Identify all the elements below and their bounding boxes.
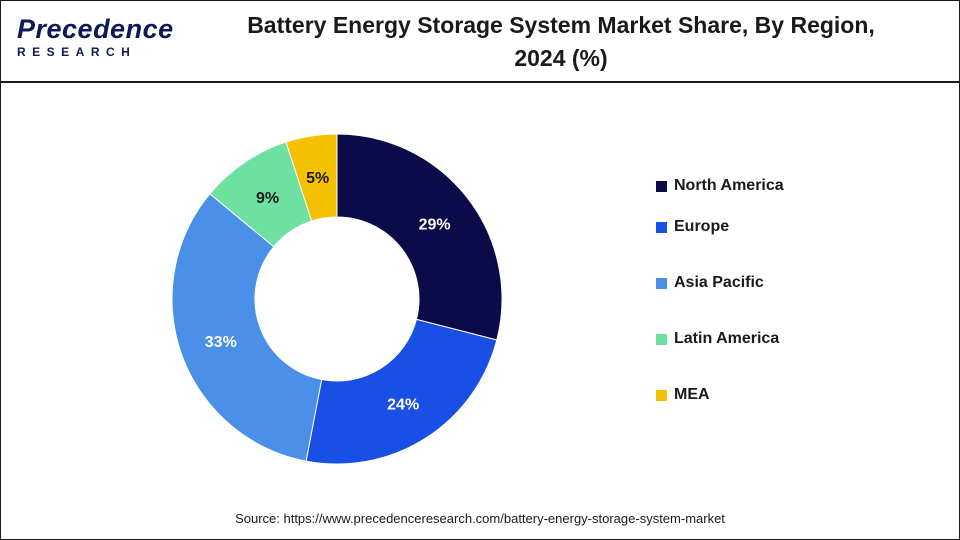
legend-item-north-america: North America [656,173,784,199]
legend-item-asia-pacific: Asia Pacific [656,255,784,311]
legend-swatch [656,221,667,233]
slice-asia-pacific [171,193,323,462]
legend-swatch [656,180,667,192]
logo: Precedence RESEARCH [17,14,174,67]
slice-label-asia-pacific: 33% [205,334,237,351]
chart-title-line2: 2024 (%) [514,45,608,71]
header: Precedence RESEARCH Battery Energy Stora… [1,1,959,83]
legend-item-europe: Europe [656,199,784,255]
logo-subtitle: RESEARCH [17,45,137,59]
legend-label: Europe [674,218,730,235]
chart-title: Battery Energy Storage System Market Sha… [191,9,931,75]
donut-chart: 29% 24% 33% 9% 5% [171,133,503,465]
legend-item-mea: MEA [656,367,784,423]
legend-label: MEA [674,386,710,403]
slice-north-america [336,133,503,341]
slice-europe [305,318,498,465]
legend-item-latin-america: Latin America [656,311,784,367]
slice-label-europe: 24% [387,396,419,413]
legend-label: Latin America [674,330,780,347]
legend-swatch [656,389,667,401]
legend: North America Europe Asia Pacific Latin Ame… [656,173,784,423]
slice-label-latin-america: 9% [256,190,279,207]
legend-swatch [656,333,667,345]
logo-wordmark: Precedence [17,14,174,44]
chart-title-line1: Battery Energy Storage System Market Sha… [247,12,875,38]
slice-mea [285,133,338,222]
legend-label: North America [674,177,784,194]
slice-label-north-america: 29% [419,216,451,233]
source-note: Source: https://www.precedenceresearch.c… [235,511,725,526]
slice-label-mea: 5% [306,170,329,187]
legend-swatch [656,277,667,289]
legend-label: Asia Pacific [674,274,764,291]
